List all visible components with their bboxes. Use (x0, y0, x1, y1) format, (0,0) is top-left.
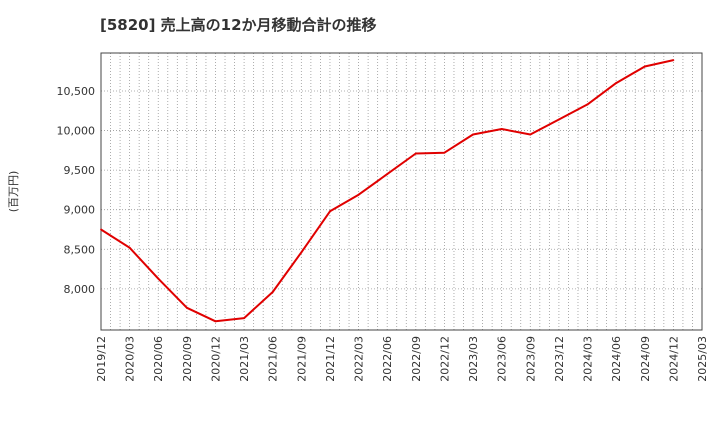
data-point (100, 228, 102, 231)
x-tick-label: 2023/03 (467, 336, 480, 382)
x-tick-label: 2020/12 (209, 336, 222, 382)
y-tick-label: 8,500 (64, 243, 96, 256)
y-tick-label: 10,000 (57, 125, 96, 138)
y-tick-label: 9,000 (64, 204, 96, 217)
chart-title: [5820] 売上高の12か月移動合計の推移 (100, 16, 377, 34)
x-tick-label: 2025/03 (696, 336, 709, 382)
x-tick-label: 2019/12 (95, 336, 108, 382)
y-tick-label: 10,500 (57, 85, 96, 98)
x-tick-label: 2023/06 (496, 336, 509, 382)
x-tick-label: 2020/06 (152, 336, 165, 382)
x-tick-label: 2023/09 (524, 336, 537, 382)
data-point (414, 152, 417, 155)
x-tick-label: 2021/09 (295, 336, 308, 382)
y-tick-label: 8,000 (64, 283, 96, 296)
data-point (615, 82, 618, 84)
x-tick-label: 2024/03 (582, 336, 595, 382)
series-line (100, 59, 674, 323)
data-point (529, 133, 532, 136)
x-tick-label: 2022/03 (353, 336, 366, 382)
x-axis-ticks: 2019/12 2020/03 2020/06 2020/09 2020/12 2021/… (95, 336, 709, 382)
x-tick-label: 2021/03 (238, 336, 251, 382)
data-point (357, 193, 360, 196)
data-point (443, 151, 446, 154)
x-tick-label: 2021/12 (324, 336, 337, 382)
data-point (243, 317, 245, 320)
plot-area (100, 52, 703, 331)
data-point (500, 128, 503, 130)
data-point (271, 291, 274, 293)
x-tick-label: 2023/12 (553, 336, 566, 382)
y-tick-label: 9,500 (64, 164, 96, 177)
series-layer (100, 59, 675, 323)
x-tick-label: 2022/06 (381, 336, 394, 382)
y-axis-ticks: 8,000 8,500 9,000 9,500 10,000 10,500 (57, 85, 96, 296)
x-tick-label: 2024/06 (610, 336, 623, 382)
data-point (185, 306, 188, 309)
data-point (157, 277, 160, 280)
y-axis-label: (百万円) (7, 171, 20, 213)
x-tick-label: 2024/12 (667, 336, 680, 382)
data-point (214, 320, 217, 323)
data-point (386, 173, 389, 175)
data-point (586, 103, 589, 106)
x-tick-label: 2022/12 (438, 336, 451, 382)
data-point (558, 118, 560, 121)
data-point (672, 59, 675, 62)
x-tick-label: 2020/09 (181, 336, 194, 382)
data-point (472, 133, 474, 136)
data-point (128, 246, 131, 249)
grid (101, 53, 702, 330)
x-tick-label: 2022/09 (410, 336, 423, 382)
data-point (300, 251, 303, 254)
x-tick-label: 2020/03 (124, 336, 137, 382)
data-point (643, 65, 646, 68)
x-tick-label: 2024/09 (639, 336, 652, 382)
x-tick-label: 2021/06 (267, 336, 280, 382)
data-point (329, 210, 331, 213)
